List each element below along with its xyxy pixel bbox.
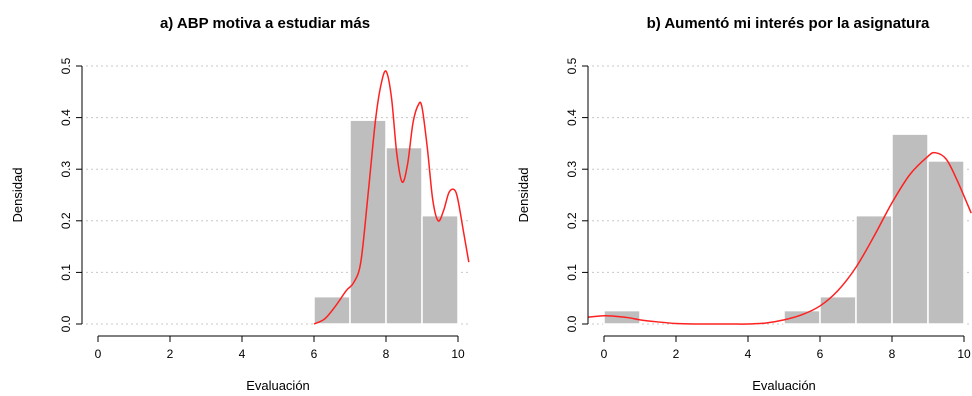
x-tick-label: 4 <box>745 347 752 361</box>
chart-panel-b: b) Aumentó mi interés por la asignatura 0… <box>516 15 972 393</box>
histogram-bar <box>819 295 857 325</box>
y-tick-label: 0.2 <box>565 212 579 229</box>
x-tick-label: 2 <box>167 347 174 361</box>
x-tick-label: 0 <box>95 347 102 361</box>
x-tick-label: 10 <box>451 347 465 361</box>
x-tick-label: 6 <box>817 347 824 361</box>
y-axis-label: Densidad <box>516 168 531 223</box>
histogram-bar <box>891 133 929 325</box>
x-tick-label: 6 <box>311 347 318 361</box>
histogram-bar <box>421 214 459 325</box>
histogram-bar <box>855 214 893 325</box>
density-curve <box>588 151 972 325</box>
x-tick-label: 10 <box>957 347 971 361</box>
density-curve <box>313 70 470 325</box>
y-tick-label: 0.0 <box>565 315 579 332</box>
y-tick-label: 0.5 <box>565 57 579 74</box>
y-tick-label: 0.2 <box>59 212 73 229</box>
y-tick-label: 0.1 <box>59 264 73 281</box>
chart-title: b) Aumentó mi interés por la asignatura <box>647 15 930 32</box>
y-tick-label: 0.0 <box>59 315 73 332</box>
y-axis-label: Densidad <box>10 168 25 223</box>
chart-panel-a: a) ABP motiva a estudiar más 0 2 4 6 8 10 0.0 0.… <box>10 15 470 393</box>
x-axis-label: Evaluación <box>752 378 816 393</box>
y-tick-label: 0.3 <box>565 161 579 178</box>
x-tick-label: 4 <box>239 347 246 361</box>
y-tick-label: 0.1 <box>565 264 579 281</box>
x-tick-label: 0 <box>601 347 608 361</box>
y-tick-label: 0.3 <box>59 161 73 178</box>
y-tick-label: 0.4 <box>565 109 579 126</box>
chart-title: a) ABP motiva a estudiar más <box>160 15 370 32</box>
y-tick-label: 0.5 <box>59 57 73 74</box>
histogram-bar <box>349 119 387 325</box>
x-tick-label: 8 <box>383 347 390 361</box>
x-tick-label: 2 <box>673 347 680 361</box>
x-axis-label: Evaluación <box>246 378 310 393</box>
histogram-bar <box>927 160 965 325</box>
histogram-bar <box>385 146 423 325</box>
histogram-bar <box>783 309 821 325</box>
x-tick-label: 8 <box>889 347 896 361</box>
y-tick-label: 0.4 <box>59 109 73 126</box>
